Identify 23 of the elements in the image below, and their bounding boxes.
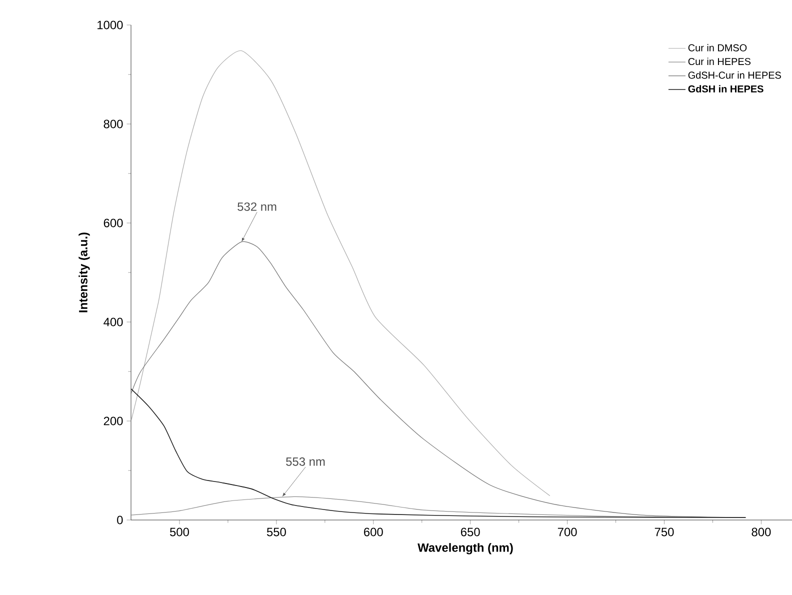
y-tick-label: 200 [104,416,123,426]
x-tick-label: 800 [752,528,771,536]
annotation: 532 nm [238,202,276,211]
x-tick-label: 650 [460,528,480,536]
legend-label: GdSH in HEPES [688,85,764,92]
annotation: 553 nm [286,457,325,466]
x-tick-label: 500 [170,528,189,536]
x-tick-label: 600 [364,528,383,536]
x-tick-label: 700 [558,528,577,536]
y-tick-label: 800 [104,120,123,128]
y-tick-label: 1000 [98,20,123,30]
line-series [131,50,550,496]
legend-label: Cur in HEPES [688,58,751,66]
legend-label: GdSH-Cur in HEPES [688,71,781,79]
legend-label: Cur in DMSO [688,44,747,52]
x-tick-label: 550 [266,528,286,536]
x-axis-title: Wavelength (nm) [418,543,513,554]
x-tick-label: 750 [654,528,674,536]
y-tick-label: 600 [104,218,123,228]
y-axis-title: Intensity (a.u.) [78,232,90,312]
y-tick-label: 0 [117,516,123,524]
y-tick-label: 400 [104,318,123,326]
line-series [131,388,746,518]
